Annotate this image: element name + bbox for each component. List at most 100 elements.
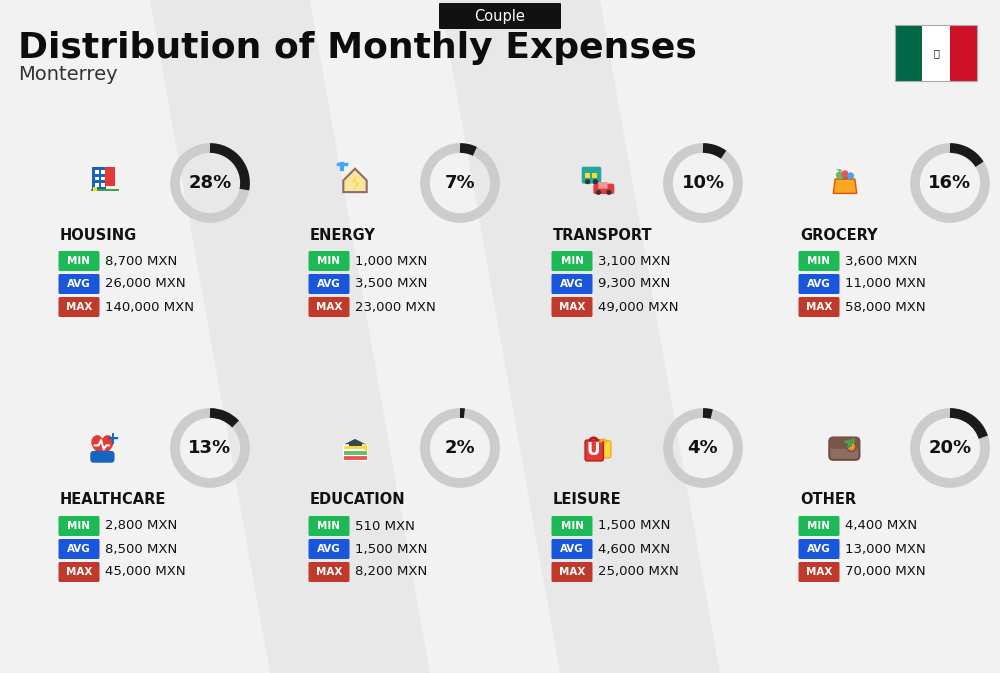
FancyBboxPatch shape	[58, 274, 100, 294]
Circle shape	[596, 190, 601, 195]
Text: MAX: MAX	[316, 302, 342, 312]
FancyBboxPatch shape	[308, 251, 350, 271]
Text: AVG: AVG	[560, 544, 584, 554]
Text: 140,000 MXN: 140,000 MXN	[105, 301, 194, 314]
Text: MIN: MIN	[808, 521, 830, 531]
Bar	[101, 170, 105, 174]
FancyBboxPatch shape	[58, 562, 100, 582]
Text: 28%: 28%	[188, 174, 232, 192]
Text: 3,600 MXN: 3,600 MXN	[845, 254, 917, 267]
Bar	[895, 25, 977, 81]
Bar	[349, 443, 362, 446]
Circle shape	[848, 444, 855, 450]
Text: MAX: MAX	[559, 302, 585, 312]
FancyBboxPatch shape	[598, 182, 608, 188]
Text: 7%: 7%	[445, 174, 475, 192]
Bar	[598, 185, 608, 188]
Bar	[95, 176, 99, 180]
Text: AVG: AVG	[67, 544, 91, 554]
Text: MAX: MAX	[806, 302, 832, 312]
Text: 2,800 MXN: 2,800 MXN	[105, 520, 177, 532]
FancyBboxPatch shape	[552, 297, 592, 317]
Text: Monterrey: Monterrey	[18, 65, 118, 85]
Polygon shape	[150, 0, 430, 673]
FancyBboxPatch shape	[552, 539, 592, 559]
Text: 70,000 MXN: 70,000 MXN	[845, 565, 926, 579]
Text: +: +	[105, 430, 119, 448]
Text: HEALTHCARE: HEALTHCARE	[60, 493, 166, 507]
Bar	[92, 168, 106, 191]
FancyBboxPatch shape	[552, 562, 592, 582]
Text: MAX: MAX	[806, 567, 832, 577]
Circle shape	[841, 170, 849, 178]
Text: 20%: 20%	[928, 439, 972, 457]
FancyBboxPatch shape	[798, 274, 840, 294]
FancyBboxPatch shape	[596, 441, 611, 458]
FancyBboxPatch shape	[90, 451, 114, 463]
Circle shape	[847, 442, 856, 452]
Text: AVG: AVG	[67, 279, 91, 289]
FancyBboxPatch shape	[582, 167, 601, 184]
Text: 9,300 MXN: 9,300 MXN	[598, 277, 670, 291]
Text: U: U	[587, 441, 600, 459]
Circle shape	[593, 179, 598, 184]
Bar	[592, 172, 597, 178]
Text: 45,000 MXN: 45,000 MXN	[105, 565, 186, 579]
FancyBboxPatch shape	[58, 539, 100, 559]
FancyBboxPatch shape	[798, 562, 840, 582]
Text: 3,500 MXN: 3,500 MXN	[355, 277, 427, 291]
Text: MAX: MAX	[66, 302, 92, 312]
Bar	[91, 189, 119, 191]
Polygon shape	[833, 179, 857, 193]
FancyBboxPatch shape	[58, 251, 100, 271]
Text: Distribution of Monthly Expenses: Distribution of Monthly Expenses	[18, 31, 697, 65]
FancyBboxPatch shape	[58, 516, 100, 536]
Text: 13,000 MXN: 13,000 MXN	[845, 542, 926, 555]
Text: 10%: 10%	[681, 174, 725, 192]
FancyBboxPatch shape	[829, 437, 859, 449]
Text: 1,000 MXN: 1,000 MXN	[355, 254, 427, 267]
FancyBboxPatch shape	[439, 3, 561, 29]
Bar	[95, 183, 99, 187]
Text: AVG: AVG	[317, 279, 341, 289]
FancyBboxPatch shape	[308, 516, 350, 536]
Circle shape	[585, 179, 590, 184]
Text: EDUCATION: EDUCATION	[310, 493, 406, 507]
Text: MAX: MAX	[66, 567, 92, 577]
Text: MIN: MIN	[68, 521, 90, 531]
Text: HOUSING: HOUSING	[60, 227, 137, 242]
Text: $: $	[847, 440, 856, 453]
Text: 8,200 MXN: 8,200 MXN	[355, 565, 427, 579]
FancyBboxPatch shape	[308, 274, 350, 294]
Text: 1,500 MXN: 1,500 MXN	[355, 542, 427, 555]
FancyBboxPatch shape	[798, 516, 840, 536]
Text: MIN: MIN	[68, 256, 90, 266]
FancyBboxPatch shape	[593, 184, 614, 194]
Text: AVG: AVG	[560, 279, 584, 289]
Text: MIN: MIN	[808, 256, 830, 266]
Text: 13%: 13%	[188, 439, 232, 457]
FancyBboxPatch shape	[798, 539, 840, 559]
Text: 4%: 4%	[688, 439, 718, 457]
Bar	[584, 172, 599, 181]
Bar	[101, 183, 105, 187]
Text: GROCERY: GROCERY	[800, 227, 878, 242]
Bar	[895, 25, 922, 81]
Text: 4,600 MXN: 4,600 MXN	[598, 542, 670, 555]
FancyBboxPatch shape	[798, 297, 840, 317]
Bar	[950, 25, 977, 81]
Text: 510 MXN: 510 MXN	[355, 520, 415, 532]
Text: 49,000 MXN: 49,000 MXN	[598, 301, 678, 314]
Bar	[585, 172, 590, 178]
Polygon shape	[92, 436, 113, 459]
Bar	[343, 445, 367, 450]
Text: 🦅: 🦅	[933, 48, 939, 58]
Text: MAX: MAX	[316, 567, 342, 577]
Text: MIN: MIN	[318, 521, 340, 531]
Text: 8,500 MXN: 8,500 MXN	[105, 542, 177, 555]
Text: ENERGY: ENERGY	[310, 227, 376, 242]
Bar	[343, 450, 367, 454]
Circle shape	[606, 190, 612, 195]
Polygon shape	[343, 169, 367, 192]
Text: AVG: AVG	[807, 279, 831, 289]
